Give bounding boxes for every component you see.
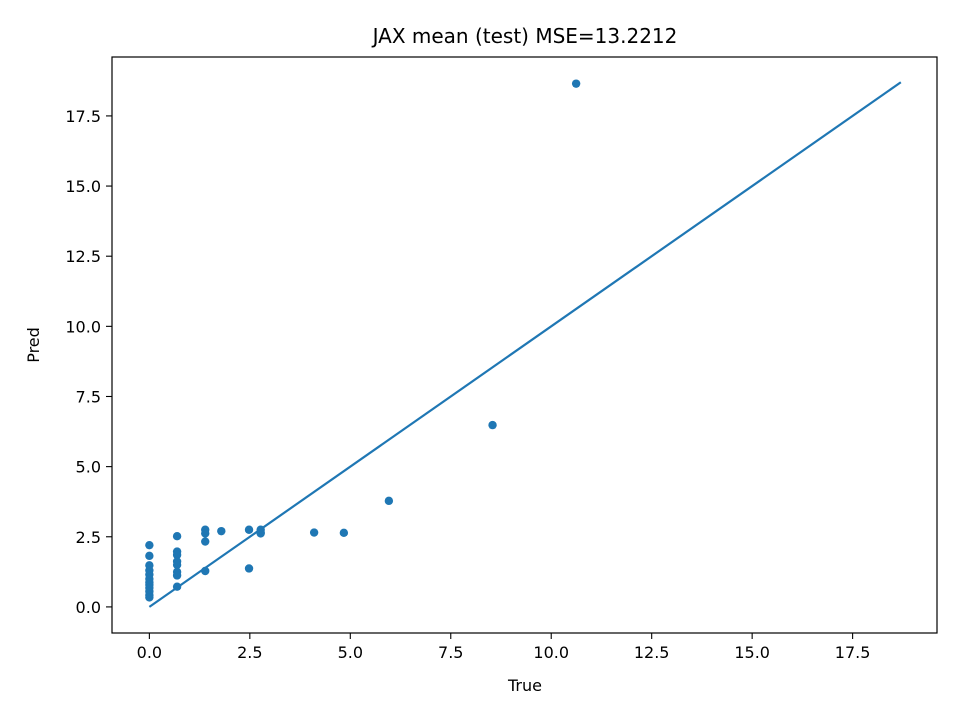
scatter-point [256,529,265,538]
x-tick-label: 15.0 [734,643,770,662]
x-tick-label: 2.5 [237,643,262,662]
scatter-point [339,528,349,538]
y-tick-label: 17.5 [65,107,101,126]
y-axis-label: Pred [24,327,43,363]
y-tick-label: 5.0 [76,458,101,477]
x-tick-label: 7.5 [438,643,463,662]
scatter-point [201,529,210,538]
scatter-point [172,532,182,541]
x-tick-label: 0.0 [137,643,162,662]
scatter-point [384,496,394,506]
x-axis-ticks: 0.0 2.5 5.0 7.5 10.0 12.5 15.0 17.5 [137,633,871,662]
reference-line [148,81,902,608]
x-tick-label: 5.0 [338,643,363,662]
y-axis-ticks: 0.0 2.5 5.0 7.5 10.0 12.5 15.0 17.5 [65,107,112,617]
y-tick-label: 7.5 [76,387,101,406]
x-tick-label: 10.0 [533,643,569,662]
scatter-point [244,564,254,573]
scatter-point [309,528,319,537]
y-tick-label: 15.0 [65,177,101,196]
scatter-point [244,525,254,534]
y-tick-label: 0.0 [76,598,101,617]
scatter-point [145,551,154,561]
scatter-point [172,560,182,570]
chart-title: JAX mean (test) MSE=13.2212 [371,24,678,48]
plot-frame [111,56,938,634]
scatter-point [172,550,182,560]
x-axis-label: True [507,676,542,695]
scatter-point [571,79,581,88]
scatter-point [201,537,210,546]
y-tick-label: 2.5 [76,528,101,547]
y-tick-label: 10.0 [65,317,101,336]
plot-layer [145,79,902,608]
scatter-point [217,526,226,536]
scatter-point [145,540,154,550]
x-tick-label: 12.5 [634,643,670,662]
scatter-point [488,420,497,430]
scatter-point [145,593,154,602]
y-tick-label: 12.5 [65,247,101,266]
scatter-point [201,566,210,576]
scatter-point [172,571,182,580]
scatter-point [172,582,182,591]
x-tick-label: 17.5 [835,643,871,662]
